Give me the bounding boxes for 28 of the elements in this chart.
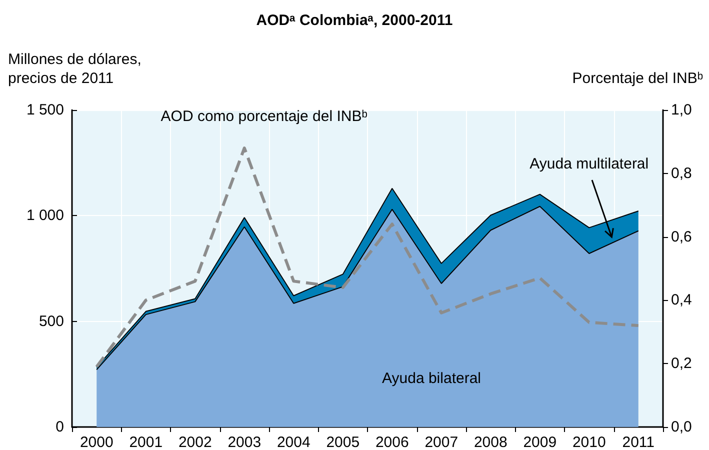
y2-tick-label: 0,0 (671, 418, 692, 436)
x-tick-label: 2003 (228, 434, 262, 450)
x-tick-label: 2004 (276, 434, 310, 450)
y2-axis-title: Porcentaje del INBᵇ (572, 70, 704, 87)
y2-tick-label: 0,4 (671, 292, 692, 309)
x-tick-label: 2007 (424, 434, 458, 450)
series-label: Ayuda bilateral (382, 370, 482, 387)
y2-tick-label: 1,0 (671, 102, 692, 118)
y-axis-title: Millones de dólares, precios de 2011 (8, 51, 142, 87)
x-tick-label: 2005 (326, 434, 360, 450)
x-tick-label: 2002 (178, 434, 212, 450)
y-tick-label: 1 000 (26, 207, 64, 224)
series-label: Ayuda multilateral (530, 155, 649, 172)
x-tick-label: 2011 (622, 434, 655, 450)
text: AOD como porcentaje del INBᵇ (160, 108, 368, 125)
y-tick-label: 1 500 (26, 102, 64, 118)
y-tick-label: 0 (56, 418, 64, 436)
y2-tick-label: 0,8 (671, 164, 692, 182)
x-tick-label: 2010 (572, 434, 606, 450)
x-tick-label: 2006 (375, 434, 409, 450)
y2-tick-label: 0,6 (671, 228, 692, 246)
y2-tick-label: 0,2 (671, 355, 692, 372)
chart-title: AODᵃ Colombiaᵃ, 2000-2011 (256, 12, 453, 29)
y-tick-label: 500 (38, 312, 64, 330)
x-tick-label: 2009 (523, 434, 557, 450)
x-tick-label: 2000 (80, 434, 114, 450)
x-tick-label: 2001 (129, 434, 163, 450)
x-tick-label: 2008 (474, 434, 508, 450)
